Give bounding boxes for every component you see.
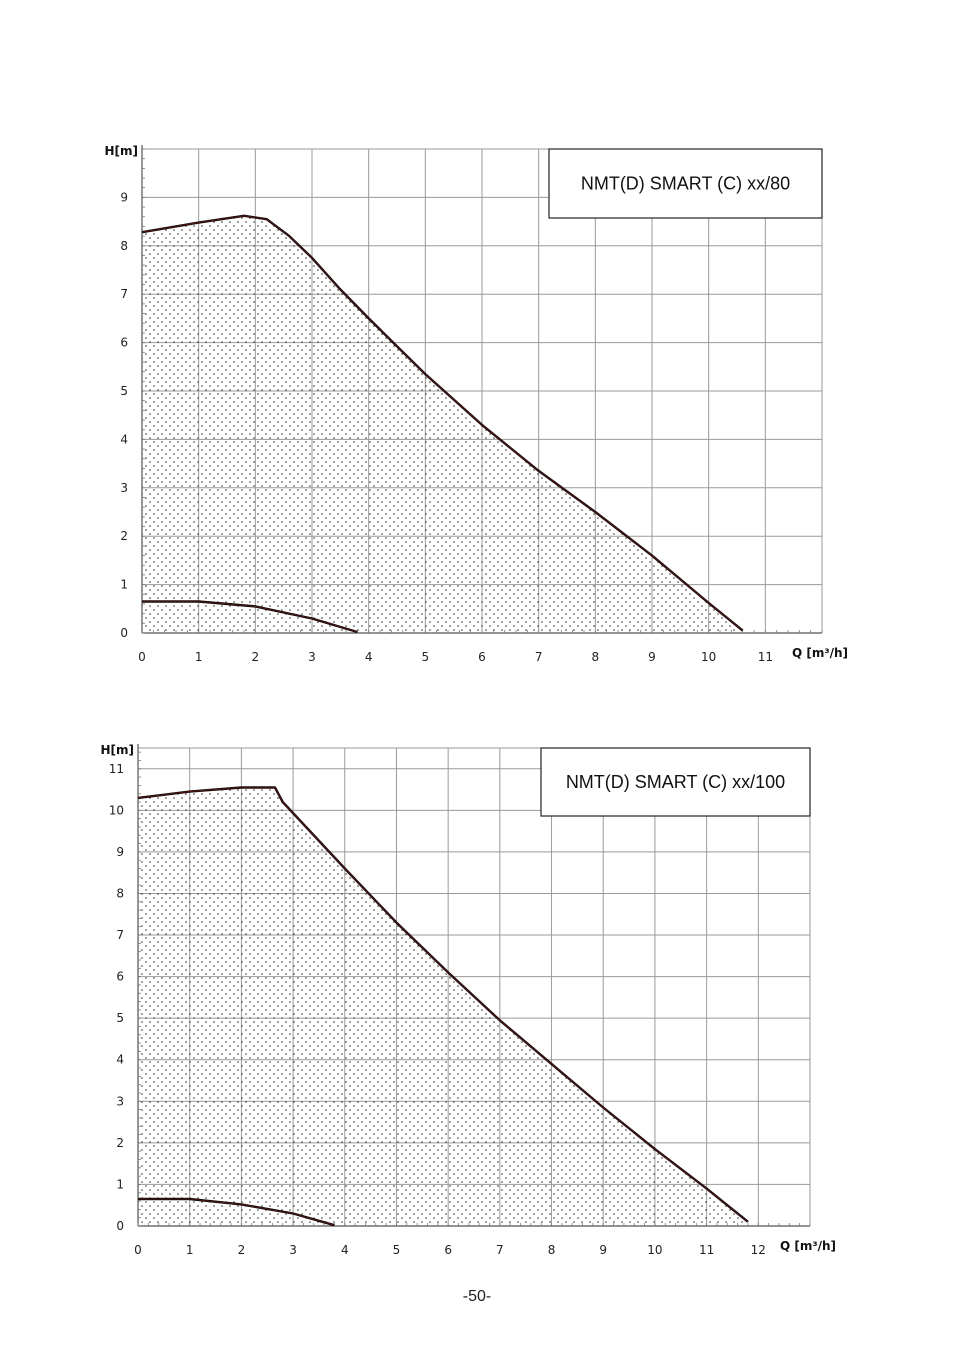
curve-highlight bbox=[138, 1198, 335, 1226]
y-tick-label: 8 bbox=[120, 239, 128, 253]
y-tick-label: 9 bbox=[120, 190, 128, 204]
y-tick-label: 4 bbox=[116, 1053, 124, 1067]
page-number: -50- bbox=[462, 1288, 492, 1305]
x-tick-label: 11 bbox=[699, 1243, 714, 1257]
x-tick-label: 7 bbox=[496, 1243, 504, 1257]
y-tick-label: 1 bbox=[120, 578, 128, 592]
model-label: NMT(D) SMART (C) xx/80 bbox=[581, 174, 790, 194]
y-tick-label: 5 bbox=[120, 384, 128, 398]
x-tick-label: 4 bbox=[365, 650, 373, 664]
x-axis-label: Q [m³/h] bbox=[780, 1239, 836, 1253]
x-axis-label: Q [m³/h] bbox=[792, 646, 848, 660]
x-tick-label: 10 bbox=[701, 650, 716, 664]
y-tick-label: 1 bbox=[116, 1177, 124, 1191]
x-tick-label: 9 bbox=[599, 1243, 607, 1257]
model-label: NMT(D) SMART (C) xx/100 bbox=[566, 772, 785, 792]
operating-area-fill bbox=[138, 787, 748, 1226]
y-tick-label: 8 bbox=[116, 886, 124, 900]
curve-highlight bbox=[141, 215, 743, 631]
x-tick-label: 1 bbox=[186, 1243, 194, 1257]
x-tick-label: 2 bbox=[252, 650, 260, 664]
operating-area-fill bbox=[142, 215, 743, 634]
x-tick-label: 9 bbox=[648, 650, 656, 664]
y-tick-label: 0 bbox=[116, 1219, 124, 1233]
x-tick-label: 8 bbox=[548, 1243, 556, 1257]
y-tick-label: 3 bbox=[120, 481, 128, 495]
x-tick-label: 8 bbox=[592, 650, 600, 664]
x-tick-label: 2 bbox=[238, 1243, 246, 1257]
x-tick-label: 6 bbox=[444, 1243, 452, 1257]
y-tick-label: 0 bbox=[120, 626, 128, 640]
x-tick-label: 1 bbox=[195, 650, 203, 664]
x-tick-label: 5 bbox=[393, 1243, 401, 1257]
chart-1: 0 1 2 3 4 5 6 7 8 9 10 11 0 1 2 3 4 5 6 7 8 9 H[m] Q [m³/h] NMT(… bbox=[104, 144, 848, 664]
y-axis-label: H[m] bbox=[104, 144, 138, 158]
model-label-box bbox=[540, 747, 811, 817]
y-tick-label: 2 bbox=[116, 1136, 124, 1150]
y-tick-label: 9 bbox=[116, 845, 124, 859]
x-tick-label: 4 bbox=[341, 1243, 349, 1257]
x-tick-label: 10 bbox=[647, 1243, 662, 1257]
y-tick-label: 10 bbox=[109, 803, 124, 817]
x-tick-label: 0 bbox=[138, 650, 146, 664]
x-tick-label: 3 bbox=[289, 1243, 297, 1257]
curve-highlight bbox=[142, 601, 358, 633]
y-tick-label: 6 bbox=[120, 336, 128, 350]
y-tick-label: 6 bbox=[116, 970, 124, 984]
x-tick-label: 5 bbox=[422, 650, 430, 664]
y-tick-label: 7 bbox=[116, 928, 124, 942]
x-tick-label: 6 bbox=[478, 650, 486, 664]
model-label-box bbox=[548, 148, 823, 219]
x-tick-label: 0 bbox=[134, 1243, 142, 1257]
x-tick-label: 12 bbox=[751, 1243, 766, 1257]
y-tick-label: 2 bbox=[120, 529, 128, 543]
x-tick-label: 3 bbox=[308, 650, 316, 664]
y-tick-label: 3 bbox=[116, 1094, 124, 1108]
x-tick-label: 11 bbox=[758, 650, 773, 664]
y-tick-label: 11 bbox=[109, 762, 124, 776]
y-tick-label: 7 bbox=[120, 287, 128, 301]
x-tick-label: 7 bbox=[535, 650, 543, 664]
curve-highlight bbox=[137, 787, 749, 1223]
y-tick-label: 4 bbox=[120, 432, 128, 446]
y-tick-label: 5 bbox=[116, 1011, 124, 1025]
y-axis-label: H[m] bbox=[100, 743, 134, 757]
